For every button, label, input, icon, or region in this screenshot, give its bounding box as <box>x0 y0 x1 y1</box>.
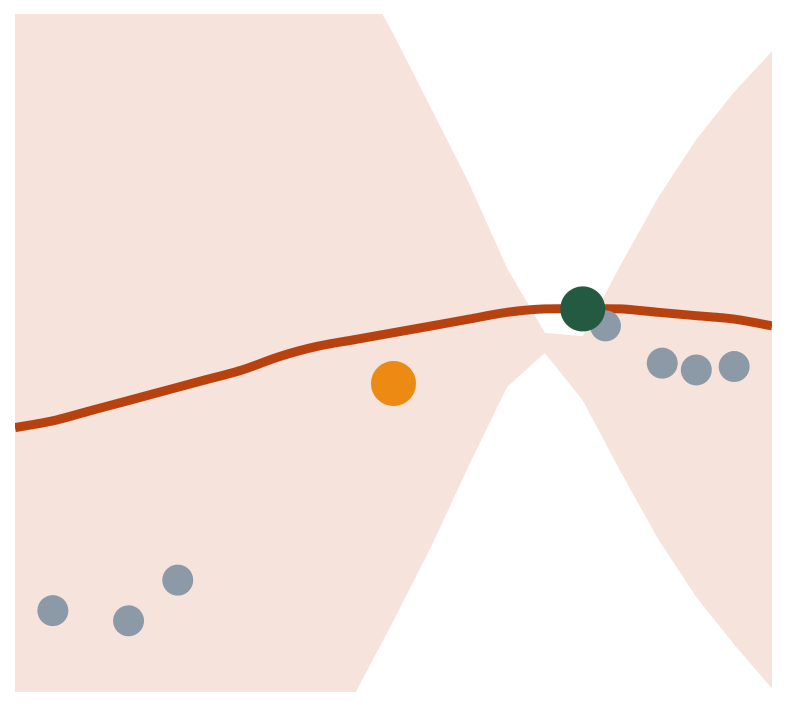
uncertainty-band <box>15 14 772 692</box>
observation-point <box>718 351 750 383</box>
observation-point <box>646 347 678 379</box>
observation-point <box>680 354 712 386</box>
observation-point <box>113 605 145 637</box>
mean-line <box>15 304 772 433</box>
candidate-point <box>371 361 416 407</box>
anchor-point <box>560 286 606 332</box>
observation-point <box>162 564 194 596</box>
observation-point <box>37 595 69 627</box>
